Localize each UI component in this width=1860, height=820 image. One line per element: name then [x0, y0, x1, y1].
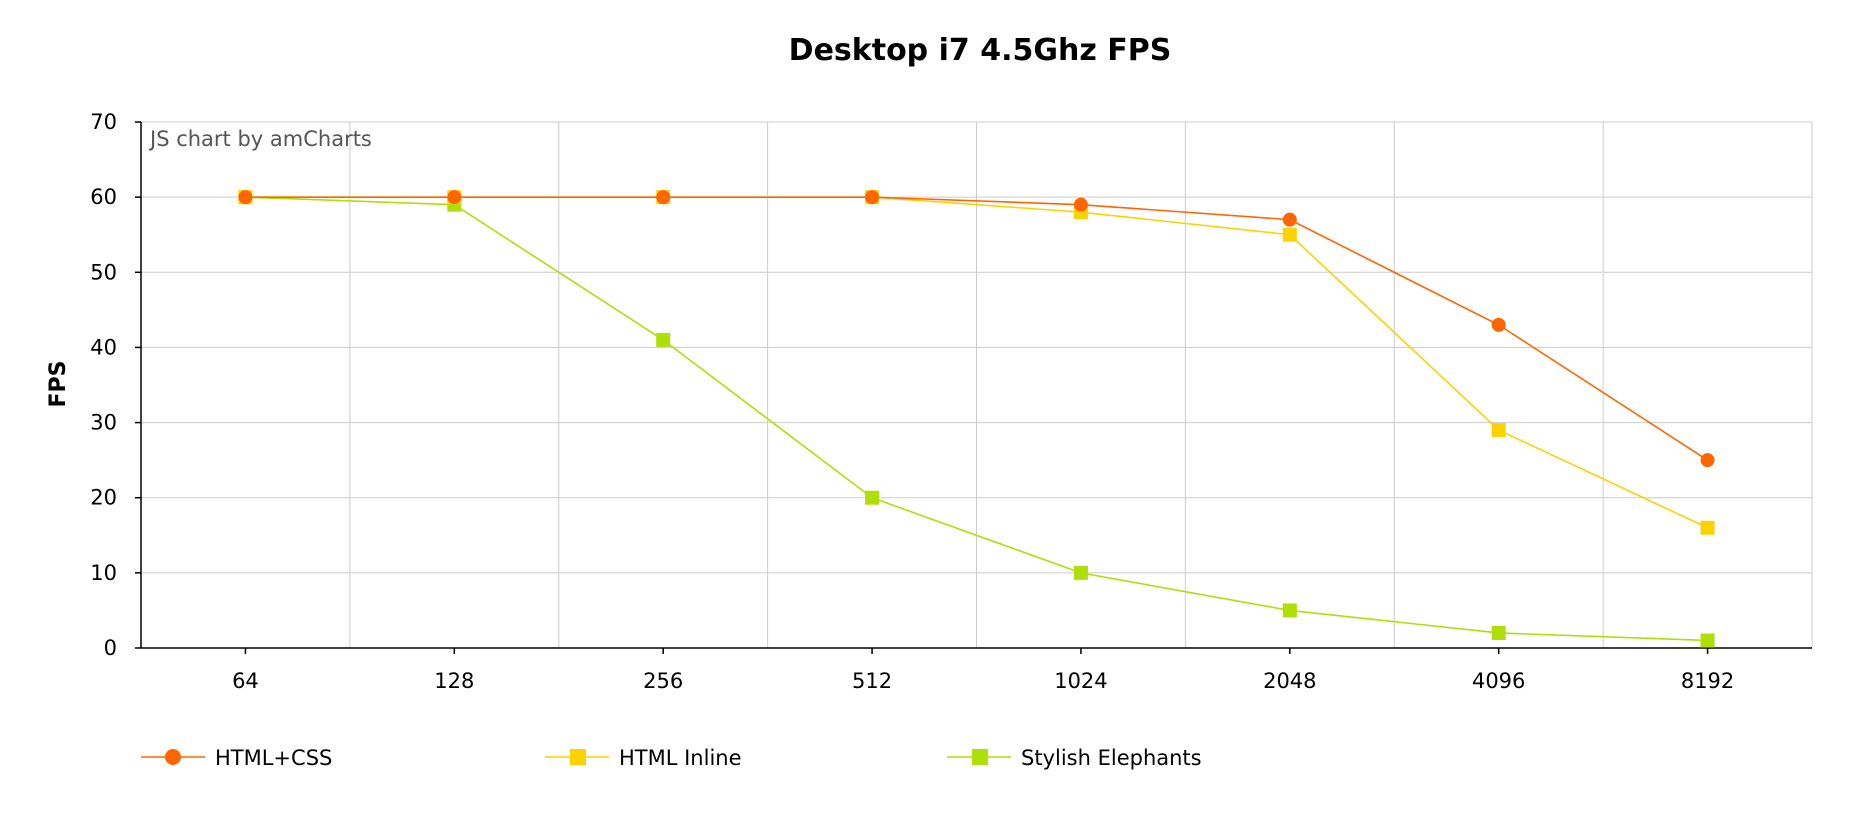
- x-tick-label: 1024: [1054, 669, 1107, 693]
- data-point-html-css: [865, 190, 880, 205]
- legend-item-html-inline[interactable]: HTML Inline: [545, 746, 742, 770]
- data-point-stylish-elephants: [1282, 603, 1297, 618]
- x-tick-label: 128: [434, 669, 474, 693]
- chart-title: Desktop i7 4.5Ghz FPS: [789, 33, 1172, 68]
- data-point-stylish-elephants: [865, 490, 880, 505]
- amcharts-credit[interactable]: JS chart by amCharts: [148, 127, 372, 151]
- data-point-html-css: [447, 190, 462, 205]
- data-point-html-inline: [1282, 227, 1297, 242]
- data-point-html-css: [656, 190, 671, 205]
- legend-label: HTML+CSS: [215, 746, 332, 770]
- legend-item-stylish-elephants[interactable]: Stylish Elephants: [947, 746, 1202, 770]
- y-tick-label: 10: [90, 561, 117, 585]
- y-tick-label: 40: [90, 335, 117, 359]
- data-point-stylish-elephants: [1700, 633, 1715, 648]
- x-tick-label: 512: [852, 669, 892, 693]
- plot-area: 0 10 20 30 40 50 60 70 64 128 256 512 1024 2048 4096 81…: [90, 110, 1813, 693]
- series-line-html-css: [245, 196, 1708, 461]
- y-tick-label: 60: [90, 185, 117, 209]
- data-point-stylish-elephants: [1491, 625, 1506, 640]
- y-tick-label: 50: [90, 260, 117, 284]
- data-point-stylish-elephants: [1073, 565, 1088, 580]
- series-line-stylish-elephants: [245, 196, 1708, 642]
- y-tick-label: 70: [90, 110, 117, 134]
- y-tick-label: 0: [104, 636, 117, 660]
- legend-label: HTML Inline: [619, 746, 742, 770]
- x-tick-label: 8192: [1681, 669, 1734, 693]
- legend-label: Stylish Elephants: [1021, 746, 1202, 770]
- legend-marker: [972, 749, 988, 765]
- data-point-html-css: [1700, 453, 1715, 468]
- data-point-html-css: [238, 190, 253, 205]
- legend-item-html-css[interactable]: HTML+CSS: [141, 746, 332, 770]
- data-point-html-inline: [1491, 423, 1506, 438]
- y-tick-label: 30: [90, 411, 117, 435]
- x-tick-label: 4096: [1472, 669, 1525, 693]
- y-axis-label: FPS: [46, 361, 71, 408]
- data-point-html-css: [1491, 317, 1506, 332]
- legend: HTML+CSS HTML Inline Stylish Elephants: [141, 746, 1202, 770]
- x-tick-label: 256: [643, 669, 683, 693]
- x-tick-label: 64: [232, 669, 259, 693]
- data-point-html-inline: [1700, 520, 1715, 535]
- data-point-stylish-elephants: [656, 332, 671, 347]
- data-point-html-css: [1282, 212, 1297, 227]
- legend-marker: [570, 749, 586, 765]
- legend-marker: [165, 749, 181, 765]
- data-point-html-css: [1073, 197, 1088, 212]
- x-tick-label: 2048: [1263, 669, 1316, 693]
- y-tick-label: 20: [90, 486, 117, 510]
